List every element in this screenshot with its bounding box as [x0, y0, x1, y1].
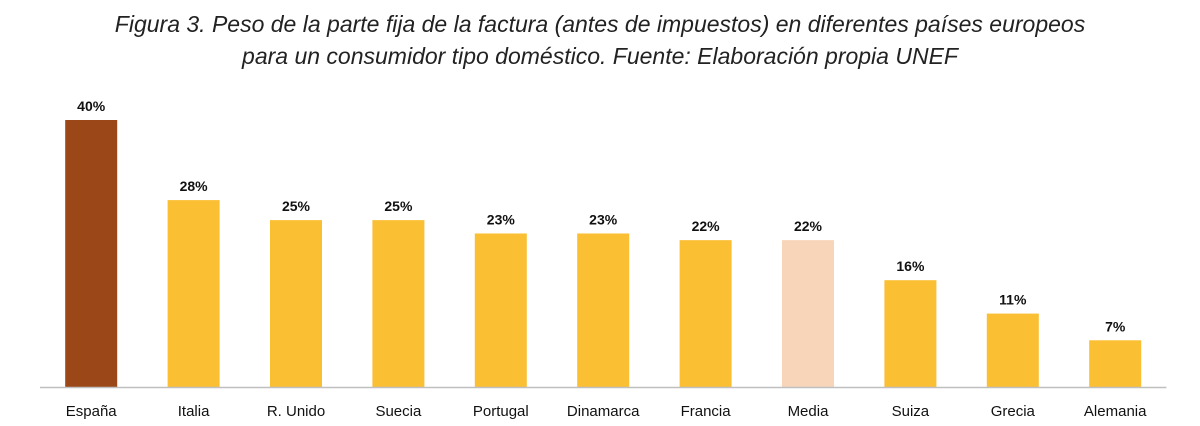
category-label-media: Media [788, 403, 830, 420]
category-label-dinamarca: Dinamarca [567, 403, 640, 420]
value-label-suiza: 16% [896, 258, 925, 274]
bar-suecia [372, 220, 425, 387]
bar-italia [167, 200, 220, 387]
bar-grecia [986, 313, 1039, 387]
bars-group [65, 120, 1142, 387]
bar-espana [65, 120, 118, 387]
bar-francia [679, 240, 732, 387]
value-label-portugal: 23% [487, 211, 516, 227]
category-label-francia: Francia [681, 403, 732, 420]
chart-title: Figura 3. Peso de la parte fija de la fa… [0, 8, 1200, 72]
category-label-portugal: Portugal [473, 403, 529, 420]
category-label-italia: Italia [178, 403, 210, 420]
bar-r-unido [270, 220, 322, 387]
category-labels-group: España Italia R. Unido Suecia Portugal Dinama… [66, 403, 1147, 420]
value-label-espana: 40% [77, 98, 106, 114]
category-label-grecia: Grecia [991, 403, 1036, 420]
value-label-francia: 22% [692, 218, 721, 234]
bar-media [782, 240, 834, 387]
value-label-dinamarca: 23% [589, 211, 618, 227]
category-label-suiza: Suiza [892, 403, 930, 420]
value-label-grecia: 11% [999, 292, 1027, 308]
bar-portugal [474, 233, 527, 387]
bar-suiza [884, 280, 937, 387]
value-label-italia: 28% [180, 178, 209, 194]
value-labels-group: 40% 28% 25% 25% 23% 23% 22% 22% 16% 11% 7% [77, 98, 1126, 334]
value-label-alemania: 7% [1105, 318, 1126, 334]
bar-alemania [1089, 340, 1142, 387]
category-label-alemania: Alemania [1084, 403, 1147, 420]
value-label-suecia: 25% [384, 198, 413, 214]
chart-title-line-2: para un consumidor tipo doméstico. Fuent… [242, 43, 958, 69]
category-label-suecia: Suecia [375, 403, 422, 420]
bar-dinamarca [577, 233, 630, 387]
category-label-r-unido: R. Unido [267, 403, 325, 420]
chart-title-line-1: Figura 3. Peso de la parte fija de la fa… [114, 11, 1086, 37]
value-label-r-unido: 25% [282, 198, 311, 214]
category-label-espana: España [66, 403, 118, 420]
value-label-media: 22% [794, 218, 823, 234]
